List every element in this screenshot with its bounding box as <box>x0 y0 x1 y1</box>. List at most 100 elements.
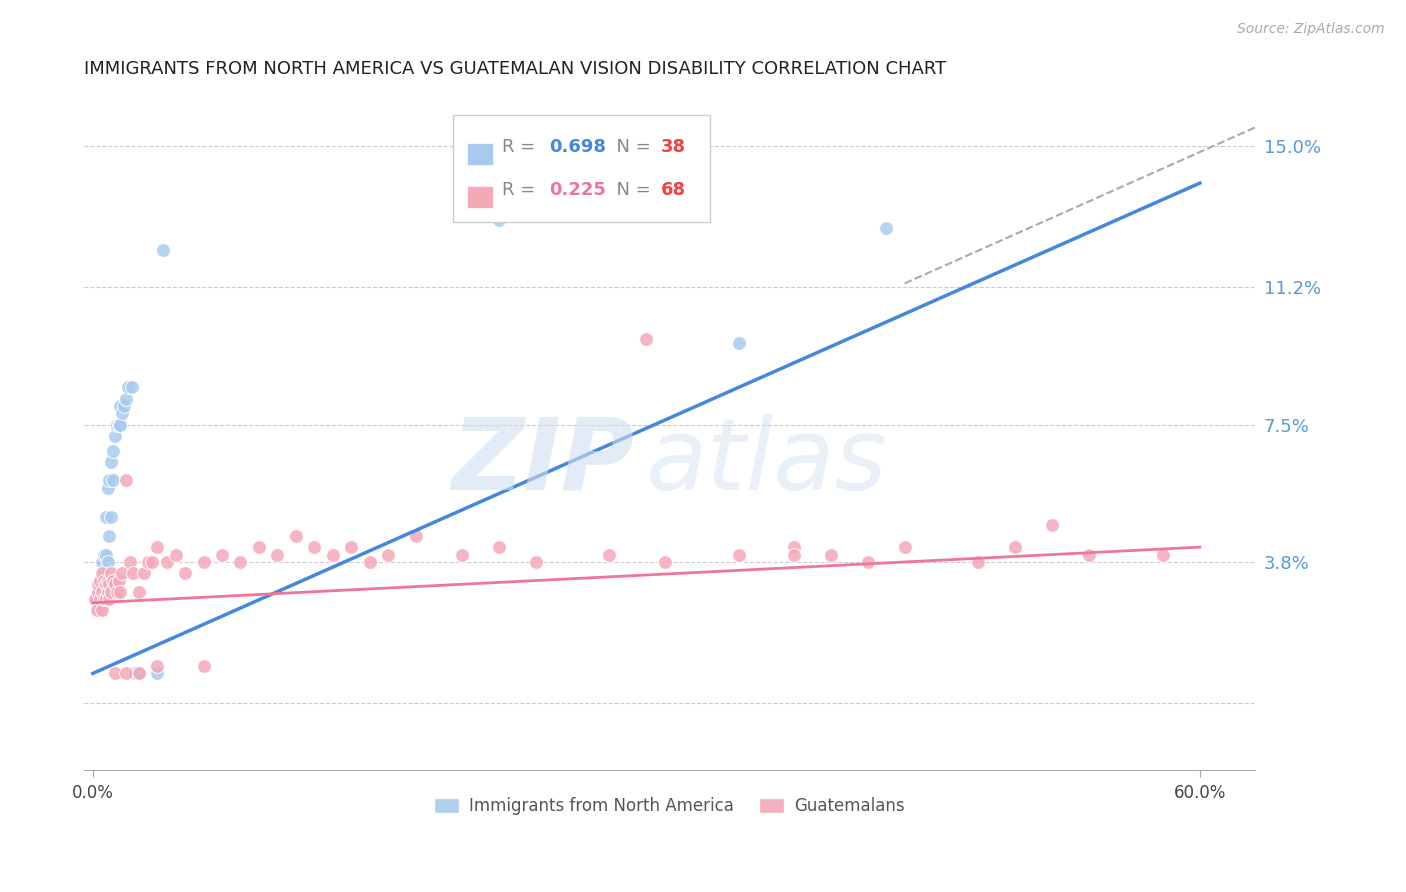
Point <box>98 473 121 487</box>
Point <box>91 584 114 599</box>
Point <box>359 555 381 569</box>
Point <box>128 666 150 681</box>
Point <box>488 540 510 554</box>
Point <box>727 335 749 350</box>
Bar <box>467 186 492 209</box>
Point <box>174 566 197 581</box>
Point <box>115 666 138 681</box>
Text: R =: R = <box>502 181 541 199</box>
Point <box>146 659 169 673</box>
Point <box>97 574 120 588</box>
Point <box>322 548 344 562</box>
Point <box>247 540 270 554</box>
Point <box>284 529 307 543</box>
Point <box>211 548 233 562</box>
Point <box>302 540 325 554</box>
Point <box>654 555 676 569</box>
Point <box>93 566 115 581</box>
Text: 38: 38 <box>661 138 686 156</box>
Point <box>89 603 111 617</box>
Point <box>101 574 124 588</box>
Point <box>101 443 124 458</box>
Point <box>875 220 897 235</box>
Point <box>110 417 132 432</box>
Point <box>122 566 145 581</box>
Point <box>91 592 114 607</box>
Point <box>266 548 288 562</box>
Point <box>91 555 114 569</box>
Point <box>105 584 128 599</box>
Point <box>121 380 143 394</box>
Text: Source: ZipAtlas.com: Source: ZipAtlas.com <box>1237 22 1385 37</box>
Point <box>1078 548 1101 562</box>
Point <box>86 603 108 617</box>
Point <box>97 481 120 495</box>
Point <box>94 592 117 607</box>
Point <box>377 548 399 562</box>
Point <box>100 455 122 469</box>
Point <box>115 473 138 487</box>
Point <box>100 510 122 524</box>
Point <box>87 584 110 599</box>
Text: atlas: atlas <box>645 414 887 511</box>
Point <box>112 399 135 413</box>
Point <box>107 417 129 432</box>
Point <box>110 399 132 413</box>
Point <box>98 592 121 607</box>
Point <box>124 666 146 681</box>
Point <box>89 574 111 588</box>
Point <box>598 548 620 562</box>
Point <box>94 548 117 562</box>
Point <box>117 380 139 394</box>
Point <box>783 540 806 554</box>
Legend: Immigrants from North America, Guatemalans: Immigrants from North America, Guatemala… <box>427 790 911 822</box>
Point <box>128 666 150 681</box>
Point <box>104 577 127 591</box>
Point <box>91 574 114 588</box>
Point <box>111 406 134 420</box>
Point <box>193 659 215 673</box>
Point <box>134 566 156 581</box>
Point <box>101 473 124 487</box>
Point <box>94 577 117 591</box>
Point <box>450 548 472 562</box>
Point <box>97 555 120 569</box>
Point <box>856 555 879 569</box>
Point <box>91 566 114 581</box>
Point <box>1040 517 1063 532</box>
Point <box>115 392 138 406</box>
Point <box>488 213 510 227</box>
Text: N =: N = <box>605 181 657 199</box>
Point <box>110 584 132 599</box>
Text: N =: N = <box>605 138 657 156</box>
Point <box>83 592 105 607</box>
Point <box>93 592 115 607</box>
Point <box>93 548 115 562</box>
Point <box>524 555 547 569</box>
Point <box>93 584 115 599</box>
Point <box>87 584 110 599</box>
Point <box>229 555 252 569</box>
Point <box>100 584 122 599</box>
Point <box>89 592 111 607</box>
Text: ZIP: ZIP <box>451 414 634 511</box>
Point <box>340 540 363 554</box>
Point <box>967 555 990 569</box>
Point <box>98 529 121 543</box>
Text: 0.698: 0.698 <box>548 138 606 156</box>
Text: 68: 68 <box>661 181 686 199</box>
Point <box>136 555 159 569</box>
Point <box>93 574 115 588</box>
Point <box>91 603 114 617</box>
Point <box>107 574 129 588</box>
Text: R =: R = <box>502 138 541 156</box>
Point <box>97 584 120 599</box>
Point <box>165 548 187 562</box>
Point <box>86 592 108 607</box>
Point <box>141 555 163 569</box>
Point <box>128 584 150 599</box>
Point <box>118 555 141 569</box>
Point <box>87 577 110 591</box>
Point <box>1152 548 1174 562</box>
Point <box>146 540 169 554</box>
